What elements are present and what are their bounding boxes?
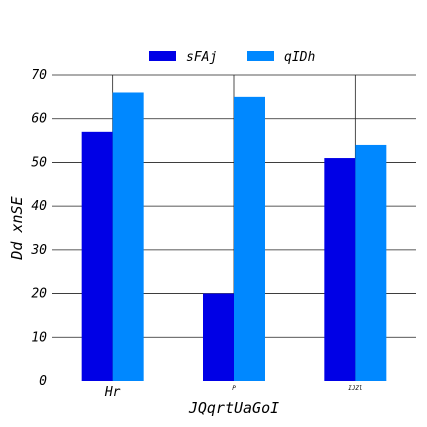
x-tick-label: P bbox=[232, 385, 236, 392]
y-tick-label: 50 bbox=[31, 155, 47, 170]
bar-qIDh-P bbox=[234, 96, 265, 381]
legend: sFAj qIDh bbox=[149, 50, 315, 65]
y-tick-label: 20 bbox=[31, 287, 47, 302]
bar-sFAj-IJZl bbox=[324, 158, 356, 381]
y-tick-label: 60 bbox=[31, 112, 47, 127]
bar-qIDh-Hr bbox=[112, 92, 144, 381]
y-tick-labels: 0 10 20 30 40 50 60 70 bbox=[30, 68, 47, 389]
y-axis-label: Dd xnSE bbox=[8, 196, 26, 260]
y-tick-label: 30 bbox=[30, 243, 47, 258]
bar-qIDh-IJZl bbox=[355, 144, 387, 381]
y-tick-label: 10 bbox=[31, 330, 47, 345]
bar-sFAj-Hr bbox=[81, 131, 113, 381]
bar-sFAj-P bbox=[203, 293, 234, 381]
legend-swatch-qIDh bbox=[247, 51, 274, 61]
legend-label-sFAj: sFAj bbox=[186, 50, 217, 65]
y-tick-label: 40 bbox=[31, 199, 47, 214]
x-tick-label: IJZl bbox=[348, 385, 362, 392]
bars bbox=[81, 92, 387, 381]
x-tick-label: Hr bbox=[104, 385, 121, 400]
x-axis-label: JQqrtUaGoI bbox=[188, 399, 279, 417]
y-tick-label: 70 bbox=[31, 68, 47, 83]
legend-swatch-sFAj bbox=[149, 51, 176, 61]
y-tick-label: 0 bbox=[39, 374, 47, 389]
x-tick-labels: Hr P IJZl bbox=[104, 385, 363, 400]
legend-label-qIDh: qIDh bbox=[284, 50, 315, 65]
